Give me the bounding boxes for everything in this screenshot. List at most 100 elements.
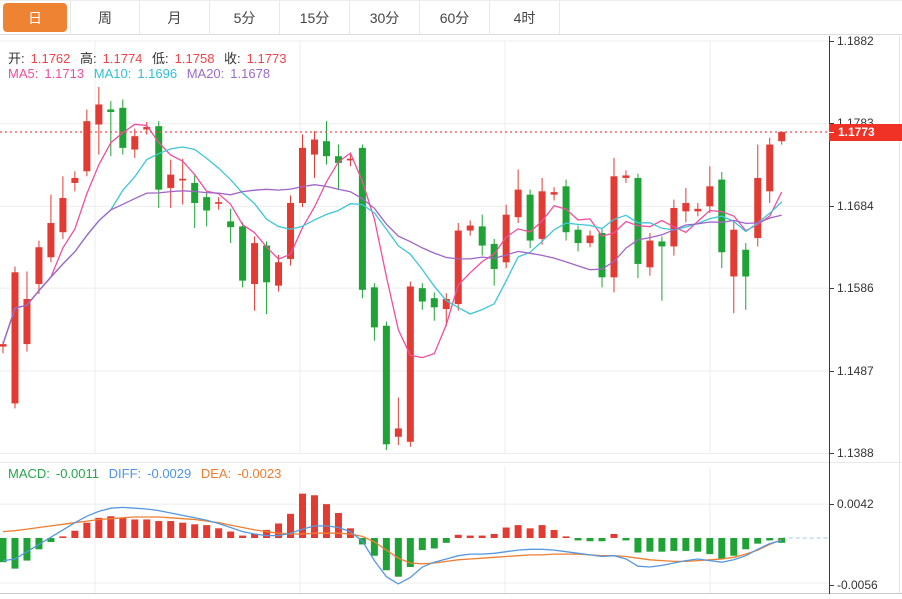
timeframe-tabbar: 日 周 月 5分 15分 30分 60分 4时 xyxy=(0,0,902,35)
candle-body xyxy=(299,147,306,203)
macd-hist-bar xyxy=(598,538,606,542)
diff-line xyxy=(2,506,782,585)
candle-body xyxy=(179,178,187,181)
ma20-line xyxy=(2,184,782,345)
macd-hist-bar xyxy=(95,517,103,538)
macd-hist-bar xyxy=(155,521,163,538)
candle-body xyxy=(394,428,402,437)
macd-hist-bar xyxy=(227,531,235,538)
tab-month[interactable]: 月 xyxy=(140,1,210,34)
macd-hist-bar xyxy=(299,493,306,538)
candle-body xyxy=(466,225,474,231)
candle-body xyxy=(83,121,91,172)
tab-5min[interactable]: 5分 xyxy=(210,1,280,34)
candle-body xyxy=(574,229,582,244)
dea-label: DEA: xyxy=(200,466,232,481)
macd-hist-bar xyxy=(754,538,762,544)
macd-hist-bar xyxy=(251,533,259,538)
candle-body xyxy=(490,243,498,269)
candle-body xyxy=(706,186,714,207)
candle-body xyxy=(370,287,378,328)
macd-hist-bar xyxy=(430,538,438,549)
ma20-label: MA20: xyxy=(186,66,225,81)
candle-body xyxy=(71,177,79,183)
macd-hist-bar xyxy=(502,527,510,538)
macd-hist-bar xyxy=(287,513,295,538)
candle-body xyxy=(586,235,594,244)
macd-hist-bar xyxy=(143,519,151,538)
tab-week[interactable]: 周 xyxy=(70,1,140,34)
candle-body xyxy=(47,223,55,258)
candle-body xyxy=(598,233,606,278)
axis-tick xyxy=(829,288,834,289)
candle-body xyxy=(191,182,199,203)
candle-body xyxy=(730,229,738,277)
macd-hist-bar xyxy=(131,519,139,538)
macd-hist-bar xyxy=(730,538,738,556)
macd-hist-bar xyxy=(310,495,318,538)
macd-hist-bar xyxy=(83,522,91,538)
candle-body xyxy=(610,176,618,278)
macd-value: -0.0011 xyxy=(55,466,100,481)
tab-4hour[interactable]: 4时 xyxy=(490,1,560,34)
macd-hist-bar xyxy=(610,533,618,538)
axis-tick xyxy=(829,585,834,586)
tab-30min[interactable]: 30分 xyxy=(350,1,420,34)
candle-body xyxy=(23,299,31,345)
candle-body xyxy=(215,202,223,204)
tab-15min[interactable]: 15分 xyxy=(280,1,350,34)
ma5-line xyxy=(2,123,783,359)
price-axis-line xyxy=(829,36,830,594)
ma5-label: MA5: xyxy=(8,66,39,81)
candle-body xyxy=(754,177,762,239)
macd-hist-bar xyxy=(23,538,31,561)
macd-hist-bar xyxy=(658,538,666,552)
macd-hist-bar xyxy=(490,533,498,538)
ohlc-legend: 开: 1.1762 高: 1.1774 低: 1.1758 收: 1.1773 xyxy=(8,48,292,67)
candle-body xyxy=(358,147,366,290)
candle-body xyxy=(131,136,139,150)
candle-body xyxy=(478,226,486,246)
macd-hist-bar xyxy=(478,535,486,538)
candle-body xyxy=(694,208,702,212)
diff-label: DIFF: xyxy=(108,466,142,481)
candle-body xyxy=(167,174,175,188)
macd-hist-bar xyxy=(203,525,211,538)
candle-body xyxy=(334,156,342,163)
ma10-line xyxy=(2,146,783,345)
axis-tick xyxy=(829,41,834,42)
macd-hist-bar xyxy=(622,538,630,541)
candle-body xyxy=(406,286,414,442)
candle-body xyxy=(682,202,690,212)
macd-axis-label: -0.0056 xyxy=(837,578,878,592)
macd-hist-bar xyxy=(370,538,378,556)
price-axis-label: 1.1487 xyxy=(837,364,874,378)
macd-hist-bar xyxy=(191,524,199,538)
current-price-value: 1.1773 xyxy=(838,125,875,139)
price-chart-canvas[interactable] xyxy=(0,36,829,462)
macd-hist-bar xyxy=(406,538,414,568)
macd-hist-bar xyxy=(454,534,462,538)
tab-day[interactable]: 日 xyxy=(3,3,67,32)
macd-hist-bar xyxy=(442,538,450,543)
candle-body xyxy=(287,202,295,259)
macd-hist-bar xyxy=(586,538,594,542)
candle-body xyxy=(203,197,211,211)
dea-value: -0.0023 xyxy=(237,466,282,481)
panel-divider xyxy=(0,462,902,463)
candle-body xyxy=(418,288,426,302)
window-right-edge xyxy=(899,36,900,594)
candle-body xyxy=(310,139,318,155)
price-axis-label: 1.1586 xyxy=(837,281,874,295)
macd-hist-bar xyxy=(538,525,546,538)
tab-60min[interactable]: 60分 xyxy=(420,1,490,34)
candle-body xyxy=(155,126,163,190)
high-value: 1.1774 xyxy=(102,51,143,66)
current-price-tag: 1.1773 xyxy=(829,124,902,141)
candle-body xyxy=(526,194,534,241)
macd-hist-bar xyxy=(47,538,55,543)
axis-tick xyxy=(829,371,834,372)
high-label: 高: xyxy=(80,51,97,66)
macd-chart-canvas[interactable] xyxy=(0,462,829,599)
close-value: 1.1773 xyxy=(246,51,287,66)
